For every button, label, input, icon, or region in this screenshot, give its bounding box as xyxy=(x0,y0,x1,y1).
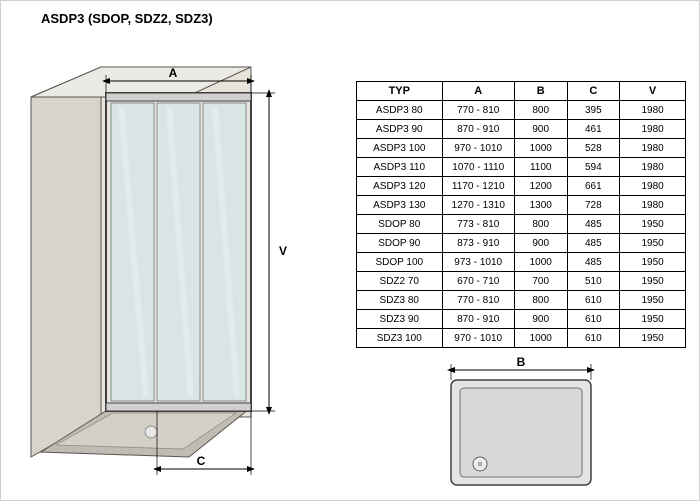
table-cell: 1950 xyxy=(620,291,686,310)
table-cell: 1980 xyxy=(620,196,686,215)
table-row: SDOP 90873 - 9109004851950 xyxy=(357,234,686,253)
drain-icon xyxy=(145,426,157,438)
table-cell: 1950 xyxy=(620,253,686,272)
table-cell: 395 xyxy=(567,101,620,120)
table-cell: SDOP 90 xyxy=(357,234,443,253)
table-row: ASDP3 1101070 - 111011005941980 xyxy=(357,158,686,177)
schematic-drawing: A V C xyxy=(21,37,301,477)
table-cell: 661 xyxy=(567,177,620,196)
table-row: SDZ2 70670 - 7107005101950 xyxy=(357,272,686,291)
table-cell: 1950 xyxy=(620,234,686,253)
table-cell: 610 xyxy=(567,291,620,310)
table-row: SDOP 100973 - 101010004851950 xyxy=(357,253,686,272)
table-cell: 485 xyxy=(567,234,620,253)
table-cell: 870 - 910 xyxy=(442,120,514,139)
table-cell: 1950 xyxy=(620,215,686,234)
table-cell: 728 xyxy=(567,196,620,215)
table-cell: 1950 xyxy=(620,310,686,329)
tray-drawing: B xyxy=(436,356,606,491)
table-cell: 1980 xyxy=(620,139,686,158)
door-top-rail xyxy=(106,93,251,101)
table-cell: 873 - 910 xyxy=(442,234,514,253)
table-cell: ASDP3 80 xyxy=(357,101,443,120)
table-cell: 1300 xyxy=(514,196,567,215)
col-b: B xyxy=(514,82,567,101)
table-cell: 800 xyxy=(514,215,567,234)
table-cell: 594 xyxy=(567,158,620,177)
tray-drain-center xyxy=(478,462,483,467)
table-cell: ASDP3 100 xyxy=(357,139,443,158)
door-bottom-rail xyxy=(106,403,251,411)
table-cell: 510 xyxy=(567,272,620,291)
table-row: SDZ3 100970 - 101010006101950 xyxy=(357,329,686,348)
col-typ: TYP xyxy=(357,82,443,101)
table-cell: SDOP 80 xyxy=(357,215,443,234)
col-a: A xyxy=(442,82,514,101)
table-row: SDZ3 90870 - 9109006101950 xyxy=(357,310,686,329)
table-cell: 1200 xyxy=(514,177,567,196)
table-row: ASDP3 100970 - 101010005281980 xyxy=(357,139,686,158)
cabinet-left-wall xyxy=(31,67,101,457)
table-cell: 970 - 1010 xyxy=(442,329,514,348)
table-cell: ASDP3 110 xyxy=(357,158,443,177)
table-cell: SDOP 100 xyxy=(357,253,443,272)
dim-label-c: C xyxy=(197,454,206,468)
table-cell: 800 xyxy=(514,101,567,120)
dim-label-b: B xyxy=(517,356,526,369)
table-cell: 1980 xyxy=(620,177,686,196)
dim-label-v: V xyxy=(279,244,287,258)
spec-table-wrap: TYP A B C V ASDP3 80770 - 8108003951980A… xyxy=(356,81,686,348)
table-cell: 485 xyxy=(567,215,620,234)
table-cell: 1070 - 1110 xyxy=(442,158,514,177)
table-header-row: TYP A B C V xyxy=(357,82,686,101)
table-cell: 610 xyxy=(567,329,620,348)
table-cell: 900 xyxy=(514,120,567,139)
page-title: ASDP3 (SDOP, SDZ2, SDZ3) xyxy=(41,11,213,26)
table-cell: 1000 xyxy=(514,139,567,158)
table-cell: 1000 xyxy=(514,329,567,348)
table-cell: 1980 xyxy=(620,120,686,139)
table-row: ASDP3 1201170 - 121012006611980 xyxy=(357,177,686,196)
table-cell: 1980 xyxy=(620,101,686,120)
table-cell: ASDP3 130 xyxy=(357,196,443,215)
table-cell: 770 - 810 xyxy=(442,291,514,310)
table-cell: SDZ3 100 xyxy=(357,329,443,348)
col-c: C xyxy=(567,82,620,101)
table-cell: 670 - 710 xyxy=(442,272,514,291)
table-cell: 700 xyxy=(514,272,567,291)
table-cell: 461 xyxy=(567,120,620,139)
table-cell: ASDP3 120 xyxy=(357,177,443,196)
table-cell: 773 - 810 xyxy=(442,215,514,234)
table-row: SDOP 80773 - 8108004851950 xyxy=(357,215,686,234)
table-row: ASDP3 1301270 - 131013007281980 xyxy=(357,196,686,215)
table-cell: 970 - 1010 xyxy=(442,139,514,158)
table-cell: 800 xyxy=(514,291,567,310)
table-cell: 1170 - 1210 xyxy=(442,177,514,196)
table-cell: 485 xyxy=(567,253,620,272)
table-cell: 1950 xyxy=(620,272,686,291)
table-cell: 870 - 910 xyxy=(442,310,514,329)
table-cell: 973 - 1010 xyxy=(442,253,514,272)
spec-table: TYP A B C V ASDP3 80770 - 8108003951980A… xyxy=(356,81,686,348)
table-row: ASDP3 80770 - 8108003951980 xyxy=(357,101,686,120)
table-row: SDZ3 80770 - 8108006101950 xyxy=(357,291,686,310)
table-cell: SDZ3 90 xyxy=(357,310,443,329)
dim-label-a: A xyxy=(169,66,178,80)
table-cell: 1100 xyxy=(514,158,567,177)
table-cell: 900 xyxy=(514,310,567,329)
col-v: V xyxy=(620,82,686,101)
table-cell: SDZ3 80 xyxy=(357,291,443,310)
table-cell: 900 xyxy=(514,234,567,253)
table-cell: 610 xyxy=(567,310,620,329)
table-cell: 1950 xyxy=(620,329,686,348)
table-cell: 1000 xyxy=(514,253,567,272)
table-cell: 528 xyxy=(567,139,620,158)
table-row: ASDP3 90870 - 9109004611980 xyxy=(357,120,686,139)
table-cell: ASDP3 90 xyxy=(357,120,443,139)
table-cell: 770 - 810 xyxy=(442,101,514,120)
table-cell: 1980 xyxy=(620,158,686,177)
table-cell: 1270 - 1310 xyxy=(442,196,514,215)
table-cell: SDZ2 70 xyxy=(357,272,443,291)
